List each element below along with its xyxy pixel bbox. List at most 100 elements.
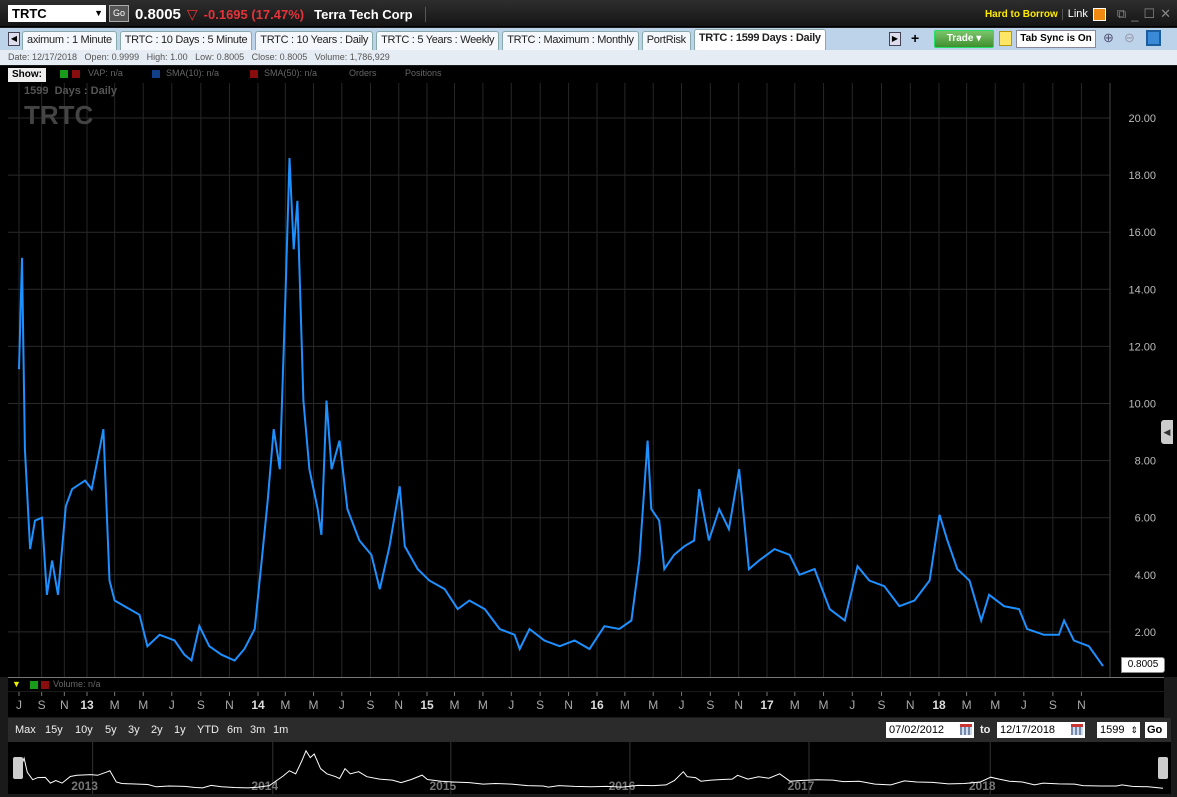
range-go-button[interactable]: Go — [1145, 722, 1167, 738]
days-value: 1599 — [1100, 724, 1125, 736]
save-icon[interactable] — [1146, 30, 1161, 46]
ohlc-info: Date: 12/17/2018 Open: 0.9999 High: 1.00… — [0, 50, 1177, 65]
y-tick-label: 16.00 — [1128, 227, 1156, 239]
vap-label[interactable]: VAP: n/a — [88, 68, 123, 78]
red-square-icon — [41, 681, 49, 689]
y-tick-label: 8.00 — [1135, 456, 1156, 468]
x-tick-label: J — [1021, 698, 1027, 712]
range-button-3m[interactable]: 3m — [250, 724, 266, 736]
collapse-triangle-icon[interactable]: ▼ — [12, 679, 21, 689]
y-tick-label: 12.00 — [1128, 341, 1156, 353]
range-button-1y[interactable]: 1y — [174, 724, 186, 736]
close-icon[interactable]: ✕ — [1160, 6, 1171, 21]
x-tick-label: M — [110, 698, 120, 712]
chart-background — [0, 83, 1177, 677]
zoom-out-icon[interactable]: ⊖ — [1124, 30, 1135, 45]
link-color-button[interactable] — [1092, 7, 1106, 21]
from-date-input[interactable]: 07/02/2012 — [886, 722, 974, 738]
tab[interactable]: aximum : 1 Minute — [22, 31, 117, 50]
x-tick-label: J — [16, 698, 22, 712]
zoom-in-icon[interactable]: ⊕ — [1103, 30, 1114, 45]
days-stepper[interactable]: 1599 ⇕ — [1097, 722, 1140, 738]
navigator-left-handle[interactable] — [13, 757, 23, 779]
range-button-6m[interactable]: 6m — [227, 724, 243, 736]
x-tick-label: N — [225, 698, 234, 712]
red-square-icon — [250, 70, 258, 78]
down-arrow-icon: ▽ — [186, 5, 198, 22]
tab[interactable]: TRTC : Maximum : Monthly — [502, 31, 639, 50]
tab-active[interactable]: TRTC : 1599 Days : Daily — [693, 29, 826, 50]
x-tick-label: 18 — [932, 698, 946, 712]
hard-to-borrow-badge: Hard to Borrow — [985, 8, 1063, 20]
tab[interactable]: PortRisk — [641, 31, 691, 50]
calendar-icon[interactable] — [1071, 724, 1083, 735]
chevron-down-icon[interactable]: ▼ — [94, 8, 103, 18]
red-square-icon — [72, 70, 80, 78]
y-tick-label: 14.00 — [1128, 284, 1156, 296]
navigator-year-label: 2015 — [429, 779, 456, 793]
x-tick-label: J — [339, 698, 345, 712]
quote-summary: 0.8005 ▽ -0.1695 (17.47%) Terra Tech Cor… — [135, 4, 426, 24]
scroll-right-icon[interactable]: ▶ — [889, 32, 901, 46]
positions-label[interactable]: Positions — [405, 68, 442, 78]
sma50-label[interactable]: SMA(50): n/a — [264, 68, 318, 78]
trade-button[interactable]: Trade ▾ — [934, 30, 994, 48]
popout-icon[interactable]: ⧉ — [1116, 6, 1127, 21]
tab[interactable]: TRTC : 10 Years : Daily — [255, 31, 374, 50]
last-price-marker: 0.8005 — [1121, 657, 1165, 673]
x-tick-label: 15 — [420, 698, 434, 712]
orders-label[interactable]: Orders — [349, 68, 377, 78]
x-tick-label: M — [790, 698, 800, 712]
show-button[interactable]: Show: — [8, 68, 46, 82]
green-square-icon — [60, 70, 68, 78]
to-label: to — [980, 724, 991, 736]
blue-square-icon — [152, 70, 160, 78]
minimize-icon[interactable]: _ — [1131, 6, 1139, 22]
company-name: Terra Tech Corp — [310, 6, 426, 22]
notes-icon[interactable] — [999, 31, 1012, 46]
x-tick-label: 17 — [760, 698, 774, 712]
x-tick-label: N — [394, 698, 403, 712]
add-tab-button[interactable]: + — [911, 30, 920, 46]
x-tick-label: M — [280, 698, 290, 712]
range-button-5y[interactable]: 5y — [105, 724, 117, 736]
go-button[interactable]: Go — [109, 5, 129, 22]
range-button-2y[interactable]: 2y — [151, 724, 163, 736]
range-button-1m[interactable]: 1m — [273, 724, 289, 736]
stepper-arrows-icon[interactable]: ⇕ — [1130, 725, 1138, 735]
date-axis: J S N 13 M M J S N 14 M M J S N 15 M M J S N 16 M M J S N 17 M M J S N 18… — [8, 692, 1164, 717]
price-chart[interactable]: 2.00 4.00 6.00 8.00 10.00 12.00 14.00 16.00 18.0… — [0, 83, 1177, 677]
navigator-year-label: 2017 — [788, 779, 815, 793]
sma10-label[interactable]: SMA(10): n/a — [166, 68, 220, 78]
y-tick-label: 6.00 — [1135, 513, 1156, 525]
tab-sync-button[interactable]: Tab Sync is On — [1016, 30, 1096, 48]
x-tick-label: S — [367, 698, 375, 712]
x-tick-label: N — [60, 698, 69, 712]
side-panel-handle[interactable]: ◀ — [1161, 420, 1173, 444]
navigator-year-label: 2016 — [609, 779, 636, 793]
x-tick-label: 16 — [590, 698, 604, 712]
tab[interactable]: TRTC : 10 Days : 5 Minute — [119, 31, 253, 50]
range-button-ytd[interactable]: YTD — [197, 724, 219, 736]
scroll-left-icon[interactable]: ◀ — [8, 32, 20, 46]
x-tick-label: J — [169, 698, 175, 712]
indicator-row: Show: VAP: n/a SMA(10): n/a SMA(50): n/a… — [0, 66, 1177, 83]
calendar-icon[interactable] — [960, 724, 972, 735]
range-button-max[interactable]: Max — [15, 724, 36, 736]
y-tick-label: 2.00 — [1135, 627, 1156, 639]
y-tick-label: 10.00 — [1128, 399, 1156, 411]
range-button-10y[interactable]: 10y — [75, 724, 93, 736]
x-tick-label: S — [536, 698, 544, 712]
navigator-right-handle[interactable] — [1158, 757, 1168, 779]
range-button-3y[interactable]: 3y — [128, 724, 140, 736]
to-date-input[interactable]: 12/17/2018 — [997, 722, 1085, 738]
maximize-icon[interactable]: ☐ — [1143, 6, 1156, 21]
range-button-15y[interactable]: 15y — [45, 724, 63, 736]
x-tick-label: M — [138, 698, 148, 712]
tab[interactable]: TRTC : 5 Years : Weekly — [376, 31, 500, 50]
symbol-input[interactable]: TRTC ▼ — [8, 5, 106, 22]
x-tick-label: S — [38, 698, 46, 712]
x-tick-label: M — [819, 698, 829, 712]
navigator[interactable]: 2013 2014 2015 2016 2017 2018 — [8, 742, 1171, 794]
y-tick-label: 4.00 — [1135, 570, 1156, 582]
